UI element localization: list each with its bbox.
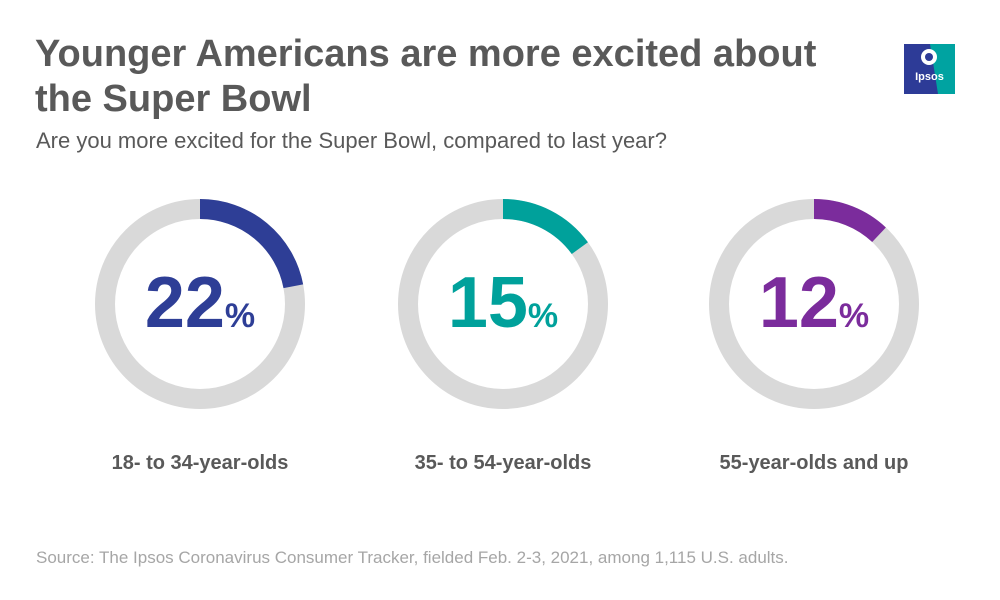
percent-sign-1: % bbox=[224, 297, 256, 335]
ipsos-logo-mark bbox=[904, 44, 955, 94]
category-label-3: 55-year-olds and up bbox=[719, 452, 909, 474]
percent-sign-2: % bbox=[527, 297, 559, 335]
ipsos-logo-text: Ipsos bbox=[915, 71, 944, 83]
donut-arc-2 bbox=[502, 199, 588, 255]
donut-arc-3 bbox=[813, 199, 886, 243]
category-label-1: 18- to 34-year-olds bbox=[111, 452, 289, 474]
ipsos-logo: Ipsos bbox=[904, 44, 955, 94]
percent-value-2: 15 bbox=[447, 263, 528, 343]
percent-label-1: 22% bbox=[95, 263, 305, 363]
chart-title: Younger Americans are more excited about… bbox=[35, 33, 817, 120]
donut-arc-1 bbox=[199, 199, 304, 289]
chart-subtitle: Are you more excited for the Super Bowl,… bbox=[36, 128, 667, 153]
percent-value-1: 22 bbox=[144, 263, 225, 343]
percent-sign-3: % bbox=[838, 297, 870, 335]
percent-label-2: 15% bbox=[398, 263, 608, 363]
source-note: Source: The Ipsos Coronavirus Consumer T… bbox=[36, 548, 789, 567]
category-label-2: 35- to 54-year-olds bbox=[414, 452, 592, 474]
percent-value-3: 12 bbox=[758, 263, 839, 343]
percent-label-3: 12% bbox=[709, 263, 919, 363]
